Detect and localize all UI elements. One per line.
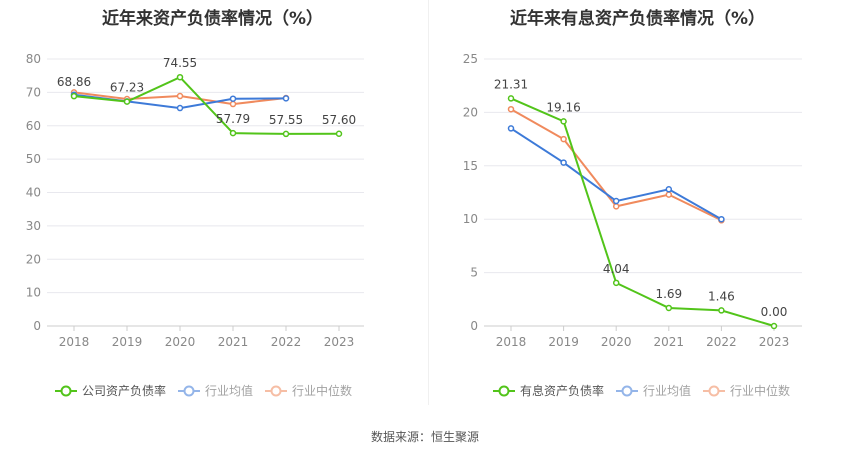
left-point-0 (123, 98, 131, 105)
right-legend-item-0[interactable]: 有息资产负债率 (493, 383, 604, 398)
right-point-1 (665, 186, 673, 193)
right-point-1 (507, 125, 515, 132)
left-point-0 (176, 73, 184, 81)
right-data-label: 0.00 (761, 305, 788, 319)
right-data-label: 1.46 (708, 289, 735, 303)
right-point-1 (612, 197, 620, 205)
right-point-0 (770, 322, 778, 330)
left-y-tick-label: 30 (26, 219, 41, 233)
right-y-tick-label: 15 (463, 159, 478, 173)
right-legend-item-1[interactable]: 行业均值 (616, 383, 691, 398)
left-legend-label: 行业中位数 (292, 383, 352, 398)
left-point-1 (229, 95, 237, 102)
right-point-1 (718, 215, 725, 223)
right-x-tick-label: 2023 (759, 335, 790, 349)
left-x-tick-label: 2021 (218, 335, 249, 349)
right-x-tick-label: 2021 (654, 335, 685, 349)
right-x-tick-label: 2022 (706, 335, 737, 349)
left-legend-label: 行业均值 (205, 383, 253, 398)
left-x-tick-label: 2019 (112, 335, 143, 349)
right-y-tick-label: 10 (463, 212, 478, 226)
right-chart-title: 近年来有息资产负债率情况（%） (509, 9, 766, 29)
left-chart-title: 近年来资产负债率情况（%） (101, 9, 324, 29)
left-series-line-0 (73, 75, 340, 135)
right-point-1 (560, 159, 567, 166)
right-y-tick-label: 5 (470, 266, 478, 280)
left-data-label: 74.55 (163, 56, 197, 70)
left-legend-item-2[interactable]: 行业中位数 (265, 383, 352, 398)
right-data-label: 4.04 (603, 262, 630, 276)
right-point-0 (665, 304, 673, 312)
left-point-0 (70, 92, 78, 100)
left-x-tick-label: 2020 (165, 335, 196, 349)
left-legend-marker (183, 385, 195, 397)
right-legend-marker (708, 385, 720, 397)
left-y-tick-label: 50 (26, 152, 41, 166)
right-point-0 (560, 118, 567, 125)
interest-debt-ratio-chart: 0 5 10 15 20 25 2018 2019 2020 2021 2022 2023 21.31 1… (463, 52, 802, 398)
right-x-tick-label: 2018 (496, 335, 527, 349)
left-legend-item-1[interactable]: 行业均值 (178, 383, 253, 398)
left-point-0 (282, 130, 290, 138)
right-legend-marker (498, 385, 510, 397)
left-point-0 (229, 129, 237, 137)
right-point-0 (507, 95, 515, 102)
left-x-tick-label: 2018 (59, 335, 90, 349)
right-legend-marker (621, 385, 633, 397)
right-x-tick-label: 2019 (548, 335, 579, 349)
right-point-2 (665, 191, 673, 198)
data-source: 数据来源：恒生聚源 (370, 430, 479, 444)
right-point-0 (718, 307, 725, 314)
left-legend-label: 公司资产负债率 (82, 383, 166, 398)
left-y-tick-label: 20 (26, 252, 41, 266)
left-y-tick-label: 40 (26, 186, 41, 200)
left-legend-marker (270, 385, 282, 397)
left-data-label: 57.79 (216, 112, 250, 126)
left-point-2 (176, 92, 184, 100)
right-legend-label: 行业中位数 (730, 383, 790, 398)
left-point-1 (282, 95, 290, 102)
right-data-label: 19.16 (546, 100, 580, 114)
left-data-label: 67.23 (110, 81, 144, 95)
right-legend-label: 行业均值 (643, 383, 691, 398)
left-y-tick-label: 0 (33, 319, 41, 333)
left-point-2 (229, 100, 237, 108)
left-x-tick-label: 2022 (271, 335, 302, 349)
left-point-0 (335, 130, 343, 138)
left-point-1 (176, 104, 184, 112)
right-point-2 (560, 135, 567, 143)
right-y-tick-label: 25 (463, 52, 478, 66)
debt-ratio-chart: 0 10 20 30 40 50 60 70 80 2018 2019 2020 2021 2022 202… (26, 52, 364, 398)
right-legend-label: 有息资产负债率 (520, 383, 604, 398)
right-data-label: 1.69 (655, 287, 682, 301)
right-legend-item-2[interactable]: 行业中位数 (703, 383, 790, 398)
right-y-tick-label: 0 (470, 319, 478, 333)
chart-divider (428, 0, 429, 405)
left-legend-marker (60, 385, 72, 397)
left-y-tick-label: 10 (26, 286, 41, 300)
left-y-tick-label: 80 (26, 52, 41, 66)
right-data-label: 21.31 (494, 77, 528, 91)
right-point-2 (612, 203, 620, 210)
left-x-tick-label: 2023 (324, 335, 355, 349)
left-y-tick-label: 60 (26, 119, 41, 133)
left-legend-item-0[interactable]: 公司资产负债率 (55, 383, 166, 398)
left-data-label: 57.60 (322, 113, 356, 127)
right-y-tick-label: 20 (463, 105, 478, 119)
left-data-label: 68.86 (57, 75, 91, 89)
right-x-tick-label: 2020 (601, 335, 632, 349)
right-point-0 (612, 279, 620, 287)
right-series-line-0 (510, 97, 775, 327)
left-y-tick-label: 70 (26, 85, 41, 99)
left-data-label: 57.55 (269, 113, 303, 127)
right-point-2 (507, 105, 515, 113)
